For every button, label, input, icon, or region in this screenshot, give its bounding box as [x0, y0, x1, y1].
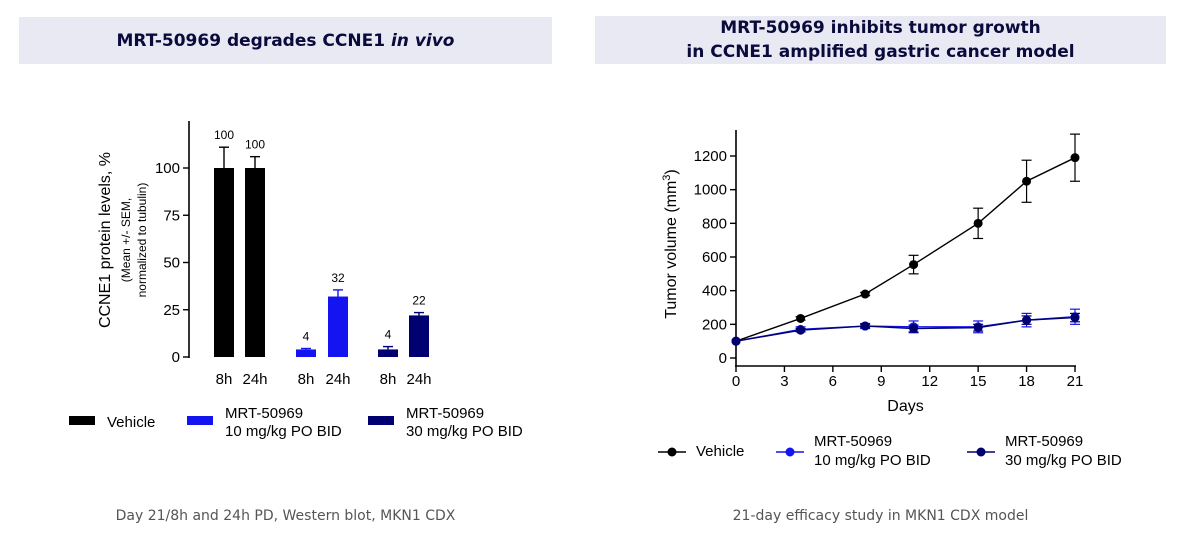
line-x-tick-label: 6: [829, 373, 837, 390]
line-y-tick-label: 1000: [694, 182, 727, 199]
bar-y-tick-label: 50: [163, 255, 180, 272]
line-x-tick-label: 18: [1018, 373, 1035, 390]
bar-x-tick-label: 8h: [216, 371, 233, 388]
bar-value-label: 100: [245, 138, 265, 152]
bar: [328, 296, 348, 357]
line-x-tick-label: 9: [877, 373, 885, 390]
right-title-line1: MRT-50969 inhibits tumor growth: [720, 18, 1041, 38]
line-y-tick-label: 400: [702, 283, 727, 300]
bar-legend-label: MRT-50969: [225, 405, 303, 422]
bar: [409, 315, 429, 357]
line-y-tick-label: 200: [702, 316, 727, 333]
bar-y-tick-label: 0: [172, 349, 180, 366]
right-panel-title: MRT-50969 inhibits tumor growth in CCNE1…: [595, 16, 1166, 64]
line-legend-marker: [785, 447, 795, 457]
line-y-axis-title: Tumor volume (mm3): [661, 169, 680, 319]
line-data-point: [796, 325, 806, 335]
bar: [296, 349, 316, 357]
bar-y-tick-label: 75: [163, 207, 180, 224]
bar-x-tick-label: 24h: [242, 371, 267, 388]
bar-x-tick-label: 24h: [406, 371, 431, 388]
line-data-point: [1022, 315, 1032, 325]
right-title-line2: in CCNE1 amplified gastric cancer model: [686, 42, 1075, 62]
right-panel-caption: 21-day efficacy study in MKN1 CDX model: [732, 508, 1029, 524]
line-legend-label: 30 mg/kg PO BID: [1005, 452, 1122, 469]
bar-legend-label: Vehicle: [107, 414, 155, 431]
bar-x-tick-label: 8h: [298, 371, 315, 388]
bar-value-label: 100: [214, 128, 234, 142]
bar-legend-label: 30 mg/kg PO BID: [406, 423, 523, 440]
bar-y-tick-label: 25: [163, 302, 180, 319]
bar-legend-label: 10 mg/kg PO BID: [225, 423, 342, 440]
bar-legend-swatch: [187, 416, 213, 425]
left-title-italic: in vivo: [390, 30, 455, 51]
bar-y-tick-label: 100: [155, 160, 180, 177]
left-panel-caption: Day 21/8h and 24h PD, Western blot, MKN1…: [115, 508, 456, 524]
line-legend-label: MRT-50969: [814, 433, 892, 450]
line-data-point: [1070, 153, 1080, 163]
line-legend-label: MRT-50969: [1005, 433, 1083, 450]
left-panel-title: MRT-50969 degrades CCNE1 in vivo: [19, 17, 552, 64]
bar-y-axis-title: CCNE1 protein levels, %: [97, 152, 114, 328]
line-data-point: [973, 218, 983, 228]
left-title-text: MRT-50969 degrades CCNE1: [116, 30, 391, 51]
line-legend-marker: [667, 447, 677, 457]
line-y-tick-label: 1200: [694, 148, 727, 165]
bar: [214, 168, 234, 357]
line-y-tick-label: 600: [702, 249, 727, 266]
line-x-tick-label: 15: [970, 373, 987, 390]
line-data-point: [796, 313, 806, 323]
line-x-axis-title: Days: [887, 398, 923, 415]
line-data-point: [909, 260, 919, 270]
line-data-point: [731, 336, 741, 346]
bar-x-tick-label: 24h: [325, 371, 350, 388]
bar-legend-swatch: [368, 416, 394, 425]
line-legend-label: Vehicle: [696, 443, 744, 460]
bar-legend-label: MRT-50969: [406, 405, 484, 422]
bar-x-tick-label: 8h: [380, 371, 397, 388]
bar-value-label: 4: [385, 328, 392, 342]
line-x-tick-label: 12: [921, 373, 938, 390]
line-data-point: [1070, 313, 1080, 323]
line-data-point: [973, 323, 983, 333]
line-legend-label: 10 mg/kg PO BID: [814, 452, 931, 469]
bar-y-axis-subtitle-2: normalized to tubulin): [135, 183, 149, 298]
line-data-point: [909, 324, 919, 334]
bar-value-label: 22: [412, 294, 426, 308]
bar-legend-swatch: [69, 416, 95, 425]
bar: [378, 349, 398, 357]
bar-value-label: 4: [303, 329, 310, 343]
line-data-point: [860, 321, 870, 331]
line-data-point: [860, 289, 870, 299]
line-x-tick-label: 3: [780, 373, 788, 390]
bar-value-label: 32: [331, 271, 345, 285]
bar: [245, 168, 265, 357]
bar-y-axis-subtitle-1: (Mean +/- SEM,: [119, 198, 133, 282]
line-legend-marker: [976, 447, 986, 457]
line-x-tick-label: 0: [732, 373, 740, 390]
line-data-point: [1022, 176, 1032, 186]
line-y-tick-label: 0: [719, 350, 727, 367]
line-x-tick-label: 21: [1067, 373, 1084, 390]
line-y-tick-label: 800: [702, 215, 727, 232]
